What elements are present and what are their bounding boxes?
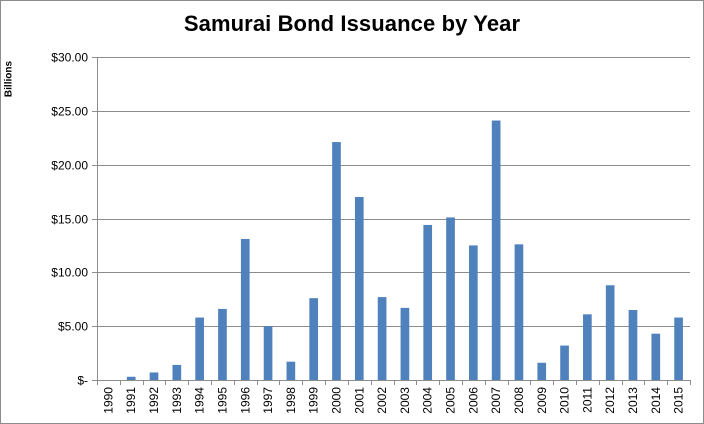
bar	[560, 345, 569, 380]
bar	[172, 364, 182, 380]
y-tick-label: $30.00	[51, 51, 88, 65]
bar	[286, 361, 296, 380]
bar	[400, 307, 410, 380]
bar	[332, 142, 341, 380]
x-tick-label: 1999	[307, 387, 321, 414]
bar	[537, 362, 547, 380]
bar	[605, 285, 615, 380]
x-tick-label: 1997	[261, 387, 275, 414]
x-tick-label: 2007	[489, 387, 503, 414]
y-tick-label: $15.00	[51, 213, 88, 227]
x-tick-label: 2011	[580, 387, 594, 413]
x-tick-label: 1996	[238, 387, 252, 414]
x-tick-label: 1993	[170, 387, 184, 414]
bar	[195, 317, 204, 380]
bar	[354, 196, 364, 380]
axes	[92, 57, 691, 385]
x-tick-label: 1994	[193, 387, 207, 414]
bar	[651, 333, 661, 380]
bars	[126, 120, 683, 381]
gridlines	[97, 57, 690, 327]
x-tick-label: 2004	[421, 387, 435, 414]
x-tick-label: 1992	[147, 387, 161, 414]
x-tick-label: 2002	[375, 387, 389, 414]
x-tick-labels: 1990 1991 1992 1993 1994 1995 1996 1997 1998 1999…	[101, 387, 685, 414]
bar	[446, 217, 455, 380]
bar	[423, 224, 433, 380]
bar	[377, 297, 387, 380]
x-tick-label: 2008	[512, 387, 526, 414]
y-tick-label: $25.00	[51, 105, 88, 119]
y-tick-label: $20.00	[51, 159, 88, 173]
bar	[149, 372, 159, 380]
bar	[263, 326, 273, 380]
x-tick-label: 1990	[101, 387, 115, 414]
y-tick-label: $-	[77, 374, 88, 388]
x-tick-label: 1991	[124, 387, 138, 414]
x-tick-label: 2014	[649, 387, 663, 414]
x-tick-label: 1998	[284, 387, 298, 414]
bar	[628, 310, 638, 380]
x-tick-label: 2006	[466, 387, 480, 414]
x-tick-label: 2013	[626, 387, 640, 414]
bar	[468, 245, 478, 380]
chart-title: Samurai Bond Issuance by Year	[183, 11, 521, 36]
bar	[240, 238, 250, 380]
x-tick-label: 1995	[215, 387, 229, 414]
bar	[126, 376, 136, 380]
x-tick-label: 2000	[329, 387, 343, 414]
x-tick-label: 2015	[672, 387, 686, 414]
bar	[583, 314, 592, 380]
bar	[218, 308, 227, 380]
bar	[491, 120, 501, 381]
y-tick-labels: $- $5.00 $10.00 $15.00 $20.00 $25.00 $30.00	[51, 51, 88, 388]
x-tick-label: 2009	[535, 387, 549, 414]
bar	[514, 244, 524, 380]
bar	[309, 298, 319, 380]
y-tick-label: $5.00	[58, 320, 88, 334]
x-tick-label: 2010	[558, 387, 572, 414]
x-tick-label: 2005	[444, 387, 458, 414]
x-tick-label: 2003	[398, 387, 412, 414]
x-tick-label: 2012	[603, 387, 617, 414]
bar	[674, 317, 683, 380]
x-tick-label: 2001	[352, 387, 366, 414]
y-tick-label: $10.00	[51, 266, 88, 280]
